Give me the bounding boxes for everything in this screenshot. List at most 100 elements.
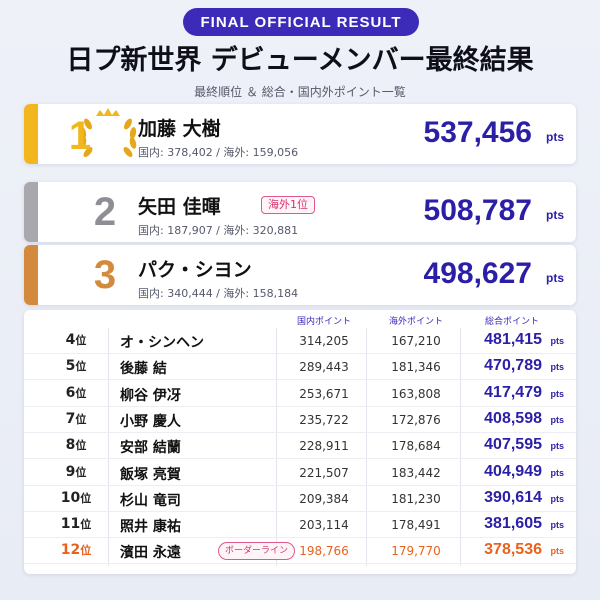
domestic-points: 228,911 bbox=[299, 439, 349, 454]
total-points: 481,415 bbox=[484, 331, 542, 348]
member-points-detail: 国内: 187,907 / 海外: 320,881 bbox=[138, 224, 299, 237]
silver-accent-bar bbox=[24, 182, 38, 242]
pts-unit: pts bbox=[550, 493, 565, 504]
member-name: 矢田 佳暉 bbox=[138, 196, 221, 218]
domestic-points: 289,443 bbox=[299, 360, 349, 375]
rank-suffix: 位 bbox=[75, 334, 87, 347]
header-total: 総合ポイント bbox=[484, 317, 539, 327]
rank-suffix: 位 bbox=[75, 439, 87, 453]
member-name: 安部 結蘭 bbox=[120, 440, 181, 457]
member-points-detail: 国内: 340,444 / 海外: 158,184 bbox=[138, 287, 299, 300]
pts-unit: pts bbox=[550, 362, 565, 373]
overseas-points: 181,230 bbox=[391, 491, 441, 506]
rank-cell: 9位 bbox=[54, 464, 98, 480]
member-name: 濱田 永遠 bbox=[120, 545, 181, 562]
rank-suffix: 位 bbox=[80, 544, 92, 558]
ranking-table bbox=[24, 310, 576, 574]
rank-number: 8 bbox=[65, 437, 76, 454]
page-title: 日プ新世界 デビューメンバー最終結果 bbox=[66, 45, 534, 76]
pts-unit: pts bbox=[550, 467, 565, 478]
pts-unit: pts bbox=[550, 546, 565, 557]
member-name: オ・シンヘン bbox=[120, 335, 204, 351]
member-name: パク・シヨン bbox=[138, 259, 252, 281]
total-points: 408,598 bbox=[484, 409, 542, 427]
table-row: 12位 濱田 永遠 ボーダーライン 198,766 179,770 378,536 pts bbox=[24, 538, 576, 565]
table-row: 5位 後藤 結 289,443 181,346 470,789 pts bbox=[24, 354, 576, 381]
rank-cell: 7位 bbox=[54, 411, 98, 427]
rank-number: 3 bbox=[93, 253, 117, 297]
domestic-points: 198,766 bbox=[299, 544, 349, 559]
page-subtitle: 最終順位 ＆ 総合・国内外ポイント一覧 bbox=[194, 85, 406, 99]
rank-suffix: 位 bbox=[75, 412, 87, 426]
borderline-tag: ボーダーライン bbox=[218, 542, 296, 561]
overseas-points: 178,684 bbox=[391, 439, 441, 454]
rank-number: 2 bbox=[93, 190, 117, 234]
rank-suffix: 位 bbox=[80, 518, 92, 532]
rank-number: 6 bbox=[65, 384, 76, 401]
total-points: 417,479 bbox=[484, 383, 542, 401]
domestic-points: 253,671 bbox=[299, 386, 349, 401]
column-divider bbox=[108, 328, 109, 566]
rank-number: 1 bbox=[68, 114, 92, 158]
table-row: 11位 照井 康祐 203,114 178,491 381,605 pts bbox=[24, 512, 576, 539]
rank-3-card: 3 パク・シヨン 国内: 340,444 / 海外: 158,184 498,6… bbox=[24, 245, 576, 305]
rank-number: 11 bbox=[60, 516, 81, 533]
domestic-points: 235,722 bbox=[299, 412, 349, 427]
member-name: 加藤 大樹 bbox=[138, 118, 221, 140]
pts-unit: pts bbox=[546, 130, 564, 144]
member-name: 杉山 竜司 bbox=[120, 492, 181, 509]
total-points: 390,614 bbox=[484, 488, 542, 506]
pts-unit: pts bbox=[550, 441, 565, 452]
total-score: 508,787 bbox=[423, 194, 532, 227]
overseas-first-tag: 海外1位 bbox=[261, 196, 315, 214]
column-divider bbox=[366, 328, 367, 566]
rank-suffix: 位 bbox=[80, 491, 92, 505]
table-row: 8位 安部 結蘭 228,911 178,684 407,595 pts bbox=[24, 433, 576, 460]
total-points: 381,605 bbox=[484, 515, 542, 533]
pts-unit: pts bbox=[550, 388, 565, 399]
column-divider bbox=[460, 328, 461, 566]
pts-unit: pts bbox=[546, 208, 564, 222]
member-name: 飯塚 亮賀 bbox=[120, 466, 181, 483]
rank-number: 9 bbox=[65, 463, 76, 480]
pts-unit: pts bbox=[550, 414, 565, 425]
member-name: 後藤 結 bbox=[120, 361, 167, 378]
overseas-points: 183,442 bbox=[391, 465, 441, 480]
member-name: 照井 康祐 bbox=[120, 519, 181, 536]
rank-cell: 8位 bbox=[54, 437, 98, 453]
rank-cell: 4位 bbox=[54, 332, 98, 348]
gold-accent-bar bbox=[24, 104, 38, 164]
laurel-crown-icon bbox=[79, 108, 137, 157]
rank-number: 10 bbox=[60, 489, 81, 506]
header-domestic: 国内ポイント bbox=[296, 317, 351, 327]
table-row: 7位 小野 慶人 235,722 172,876 408,598 pts bbox=[24, 407, 576, 433]
rank-suffix: 位 bbox=[75, 386, 87, 400]
rank-number: 7 bbox=[65, 410, 76, 427]
rank-suffix: 位 bbox=[75, 465, 87, 479]
rank-cell: 12位 bbox=[54, 542, 98, 558]
table-row: 9位 飯塚 亮賀 221,507 183,442 404,949 pts bbox=[24, 460, 576, 486]
rank-number: 12 bbox=[60, 542, 81, 559]
overseas-points: 179,770 bbox=[391, 544, 441, 559]
domestic-points: 221,507 bbox=[299, 465, 349, 480]
domestic-points: 209,384 bbox=[299, 491, 349, 506]
rank-suffix: 位 bbox=[75, 360, 87, 374]
pts-unit: pts bbox=[550, 520, 565, 531]
total-points: 407,595 bbox=[484, 436, 542, 454]
overseas-points: 172,876 bbox=[391, 412, 441, 427]
overseas-points: 181,346 bbox=[391, 360, 441, 375]
column-divider bbox=[276, 328, 277, 566]
total-points: 378,536 bbox=[484, 541, 542, 559]
member-name: 柳谷 伊冴 bbox=[120, 387, 181, 404]
member-points-detail: 国内: 378,402 / 海外: 159,056 bbox=[138, 146, 299, 159]
bronze-accent-bar bbox=[24, 245, 38, 305]
rank-number: 5 bbox=[65, 358, 76, 375]
rank-2-card: 2 矢田 佳暉 海外1位 国内: 187,907 / 海外: 320,881 5… bbox=[24, 182, 576, 242]
rank-cell: 11位 bbox=[54, 516, 98, 532]
pts-unit: pts bbox=[546, 271, 564, 285]
table-row: 4位 オ・シンヘン 314,205 167,210 481,415 pts bbox=[24, 328, 576, 354]
overseas-points: 167,210 bbox=[391, 334, 441, 348]
pts-unit: pts bbox=[550, 336, 565, 346]
member-name: 小野 慶人 bbox=[120, 413, 181, 430]
overseas-points: 178,491 bbox=[391, 518, 441, 533]
